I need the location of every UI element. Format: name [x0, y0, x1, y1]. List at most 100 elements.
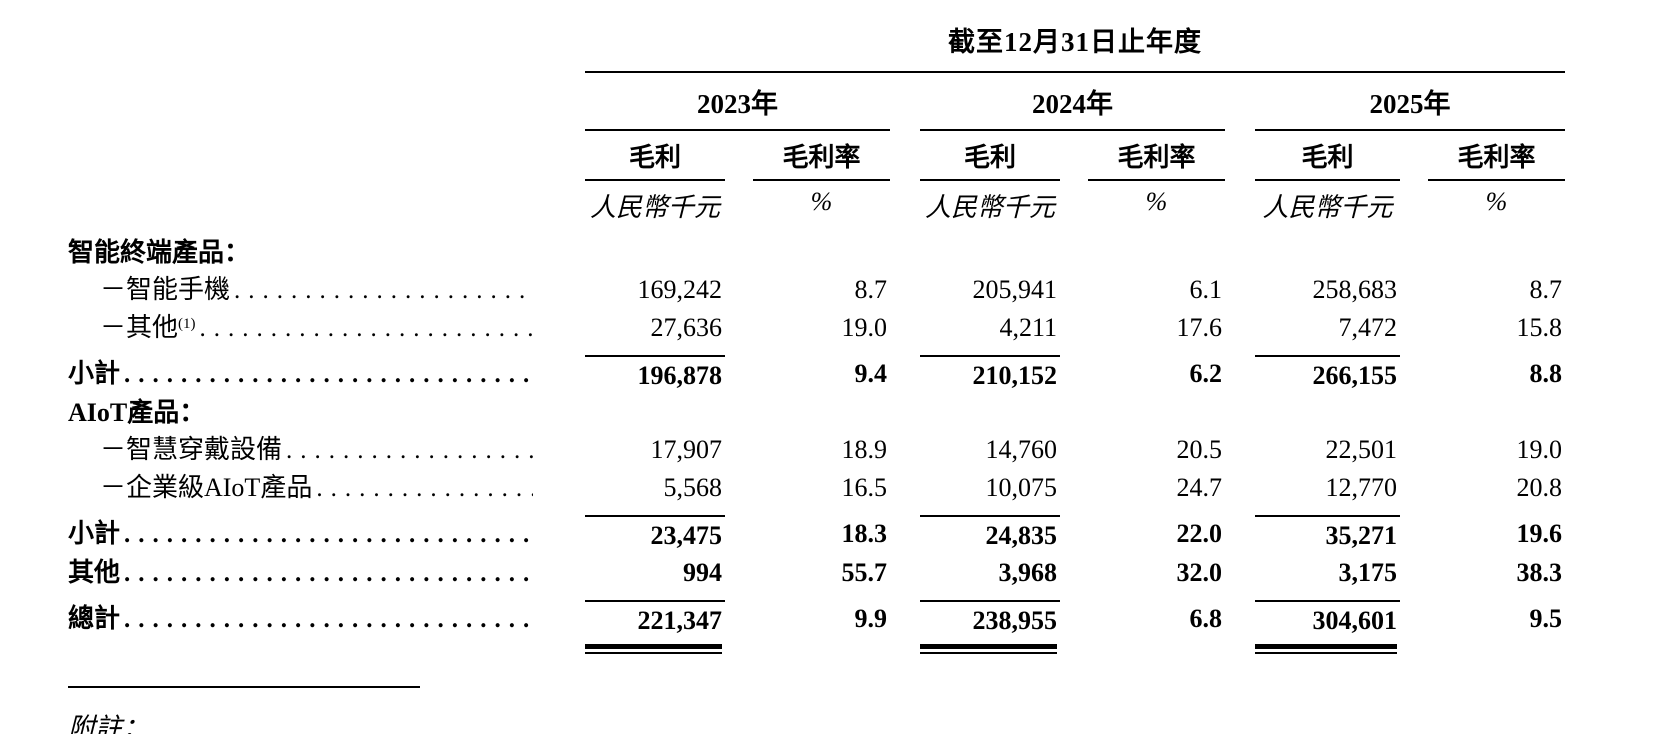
cell-value: 210,152	[920, 355, 1060, 394]
cell-value: 8.8	[1529, 359, 1563, 388]
cell-value: 20.5	[1176, 435, 1223, 464]
cell-value: 10,075	[985, 473, 1058, 502]
dot-leader	[286, 431, 533, 469]
cell-value: 24.7	[1176, 473, 1223, 502]
unit-rmb: 人民幣千元	[924, 193, 1055, 222]
cell-value: 22.0	[1176, 519, 1223, 548]
table-row-subtotal-terminal: 小計 196,878 9.4 210,152 6.2 266,155 8.8	[68, 347, 1565, 394]
col-header-margin: 毛利率	[753, 131, 890, 181]
unit-rmb: 人民幣千元	[589, 193, 720, 222]
cell-value: 221,347	[637, 606, 723, 635]
dot-leader	[234, 271, 533, 309]
cell-value: 3,968	[998, 558, 1058, 587]
table-row-smart-wearables: －智慧穿戴設備 17,907 18.9 14,760 20.5 22,501 1…	[68, 431, 1565, 469]
row-label: 其他	[68, 558, 121, 587]
cell-value: 18.9	[841, 435, 888, 464]
period-header-row: 截至12月31日止年度	[68, 20, 1566, 73]
cell-value: 169,242	[637, 275, 723, 304]
double-rule	[1255, 644, 1397, 654]
cell-value: 4,211	[999, 313, 1057, 342]
cell-value: 14,760	[985, 435, 1058, 464]
cell-value: 9.4	[854, 359, 888, 388]
cell-value: 196,878	[585, 355, 725, 394]
cell-value: 8.7	[1529, 275, 1563, 304]
col-header-profit: 毛利	[585, 131, 725, 181]
cell-value: 16.5	[841, 473, 888, 502]
double-rule	[585, 644, 722, 654]
cell-value: 17,907	[650, 435, 723, 464]
dot-leader	[124, 600, 533, 638]
cell-value: 205,941	[972, 275, 1058, 304]
row-label: 總計	[68, 604, 121, 633]
cell-value: 7,472	[1338, 313, 1398, 342]
unit-percent: %	[1145, 187, 1168, 216]
unit-percent: %	[1485, 187, 1508, 216]
unit-rmb: 人民幣千元	[1262, 193, 1393, 222]
table-row-others: 其他 994 55.7 3,968 32.0 3,175 38.3	[68, 554, 1565, 592]
col-header-margin: 毛利率	[1088, 131, 1225, 181]
cell-value: 6.1	[1189, 275, 1223, 304]
cell-value: 35,271	[1255, 515, 1400, 554]
footnote-ref: (1)	[178, 316, 196, 332]
unit-percent: %	[810, 187, 833, 216]
cell-value: 19.6	[1516, 519, 1563, 548]
row-label: AIoT產品：	[68, 398, 206, 427]
double-rule	[920, 644, 1057, 654]
cell-value: 23,475	[585, 515, 725, 554]
cell-value: 9.9	[854, 604, 888, 633]
row-label: 小計	[68, 519, 121, 548]
row-label: －智慧穿戴設備	[100, 435, 283, 464]
table-row-aiot-section: AIoT產品：	[68, 394, 1565, 431]
year-header-2025: 2025年	[1255, 73, 1566, 131]
row-label: 智能終端產品：	[68, 238, 251, 267]
table-row-smartphones: －智能手機 169,242 8.7 205,941 6.1 258,683 8.…	[68, 271, 1565, 309]
row-label: －企業級AIoT產品	[100, 473, 313, 502]
col-header-profit: 毛利	[1255, 131, 1400, 181]
table-row-others-terminal: －其他(1) 27,636 19.0 4,211 17.6 7,472 15.8	[68, 309, 1565, 347]
cell-value: 24,835	[920, 515, 1060, 554]
cell-value: 266,155	[1255, 355, 1400, 394]
cell-value: 15.8	[1516, 313, 1563, 342]
table-row-grand-total: 總計 221,347 9.9 238,955 6.8 304,601 9.5	[68, 592, 1565, 654]
year-header-row: 2023年 2024年 2025年	[68, 73, 1566, 131]
year-header-2023: 2023年	[585, 73, 890, 131]
cell-value: 3,175	[1338, 558, 1398, 587]
cell-value: 5,568	[663, 473, 723, 502]
cell-value: 32.0	[1176, 558, 1223, 587]
cell-value: 27,636	[650, 313, 723, 342]
cell-value: 19.0	[1516, 435, 1563, 464]
table-row-subtotal-aiot: 小計 23,475 18.3 24,835 22.0 35,271 19.6	[68, 507, 1565, 554]
cell-value: 258,683	[1312, 275, 1398, 304]
footnote-separator	[68, 686, 420, 688]
footnote-label: 附註：	[68, 713, 149, 734]
cell-value: 38.3	[1516, 558, 1563, 587]
column-header-row: 毛利 毛利率 毛利 毛利率 毛利 毛利率	[68, 131, 1566, 181]
dot-leader	[124, 554, 533, 592]
cell-value: 6.2	[1189, 359, 1223, 388]
dot-leader	[200, 309, 533, 347]
cell-value: 18.3	[841, 519, 888, 548]
dot-leader	[316, 469, 533, 507]
cell-value: 12,770	[1325, 473, 1398, 502]
dot-leader	[124, 355, 533, 393]
row-label: 小計	[68, 359, 121, 388]
cell-value: 994	[683, 558, 722, 587]
row-label: －智能手機	[100, 275, 231, 304]
cell-value: 9.5	[1529, 604, 1563, 633]
cell-value: 304,601	[1312, 606, 1398, 635]
cell-value: 19.0	[841, 313, 888, 342]
cell-value: 55.7	[841, 558, 888, 587]
dot-leader	[124, 515, 533, 553]
unit-header-row: 人民幣千元 % 人民幣千元 % 人民幣千元 %	[68, 181, 1565, 234]
row-label: －其他	[100, 313, 179, 342]
gross-profit-table: 截至12月31日止年度 2023年 2024年 2025年 毛利 毛利率 毛利 …	[68, 20, 1566, 654]
cell-value: 6.8	[1189, 604, 1223, 633]
table-row-enterprise-aiot: －企業級AIoT產品 5,568 16.5 10,075 24.7 12,770…	[68, 469, 1565, 507]
year-header-2024: 2024年	[920, 73, 1225, 131]
cell-value: 8.7	[854, 275, 888, 304]
period-header: 截至12月31日止年度	[585, 20, 1566, 73]
col-header-profit: 毛利	[920, 131, 1060, 181]
table-row-smart-terminal-section: 智能終端產品：	[68, 234, 1565, 271]
col-header-margin: 毛利率	[1428, 131, 1566, 181]
